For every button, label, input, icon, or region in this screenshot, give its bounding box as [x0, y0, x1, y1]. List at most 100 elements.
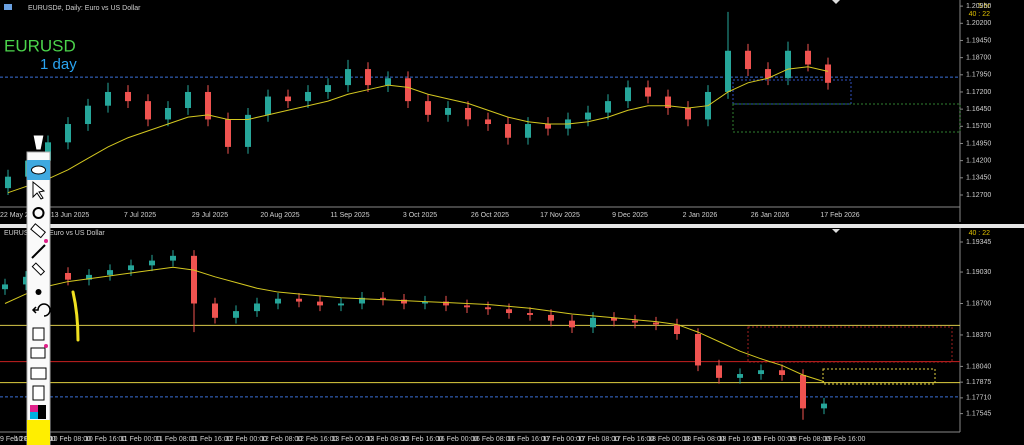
candle-body — [765, 69, 771, 79]
eye-icon — [31, 165, 46, 175]
marker-tool[interactable] — [31, 262, 46, 276]
y-tick-label: 1.19345 — [966, 239, 991, 246]
candle-body — [445, 107, 451, 115]
candle-body — [645, 87, 651, 97]
candle-body — [205, 91, 211, 120]
candle-body — [425, 101, 431, 115]
candle-body — [86, 274, 92, 280]
candle-body — [65, 124, 71, 143]
candle-body — [785, 50, 791, 79]
color-swatch[interactable] — [38, 405, 46, 412]
y-tick-label: 1.16450 — [966, 106, 991, 113]
candle-body — [149, 260, 155, 266]
candle-body — [275, 298, 281, 304]
y-tick-label: 1.20950 — [966, 3, 991, 10]
x-tick-label: 17 Feb 08:00 — [578, 436, 619, 443]
x-tick-label: 17 Feb 16:00 — [613, 436, 654, 443]
bottom-title: EURUSD#, ... Euro vs US Dollar — [4, 230, 105, 237]
candle-body — [653, 322, 659, 325]
line-tool[interactable] — [31, 244, 46, 259]
window-icon — [4, 4, 12, 10]
x-tick-label: 13 Feb 08:00 — [367, 436, 408, 443]
candle-body — [758, 370, 764, 375]
y-tick-label: 1.12700 — [966, 192, 991, 199]
drawn-rectangle — [732, 103, 961, 133]
y-tick-label: 1.17950 — [966, 72, 991, 79]
x-tick-label: 16 Feb 08:00 — [472, 436, 513, 443]
candle-body — [285, 96, 291, 102]
color-swatch[interactable] — [30, 405, 38, 412]
x-tick-label: 11 Feb 16:00 — [191, 436, 232, 443]
y-tick-label: 1.19030 — [966, 269, 991, 276]
candle-body — [107, 270, 113, 275]
toolbar — [26, 134, 51, 445]
scroll-marker — [832, 229, 840, 233]
cursor-tool[interactable] — [32, 180, 46, 200]
candle-body — [805, 50, 811, 65]
candle-body — [745, 50, 751, 70]
candle-body — [545, 124, 551, 129]
x-tick-label: 13 Feb 00:00 — [331, 436, 372, 443]
candle-body — [548, 314, 554, 321]
candle-body — [465, 107, 471, 120]
y-tick-label: 1.20200 — [966, 20, 991, 27]
candle-body — [212, 303, 218, 318]
current-color[interactable] — [27, 420, 50, 445]
x-tick-label: 7 Jul 2025 — [124, 212, 156, 219]
x-tick-label: 12 Feb 00:00 — [226, 436, 267, 443]
x-tick-label: 11 Sep 2025 — [330, 212, 369, 219]
color-swatch[interactable] — [30, 412, 38, 419]
candle-body — [505, 124, 511, 138]
eraser-tool[interactable] — [30, 223, 46, 239]
color-swatch[interactable] — [38, 412, 46, 419]
pen-icon[interactable] — [32, 134, 45, 151]
candle-body — [405, 78, 411, 102]
y-tick-label: 1.17875 — [966, 379, 991, 386]
candle-body — [23, 276, 29, 285]
screenshot-tool[interactable] — [30, 367, 47, 380]
candle-body — [800, 374, 806, 409]
x-tick-label: 13 Feb 16:00 — [402, 436, 443, 443]
candle-body — [233, 311, 239, 318]
candle-body — [2, 284, 8, 290]
x-tick-label: 12 Feb 08:00 — [261, 436, 302, 443]
clipboard-tool[interactable] — [32, 385, 45, 401]
candle-body — [45, 142, 51, 161]
candle-body — [665, 96, 671, 108]
candle-body — [191, 255, 197, 304]
x-tick-label: 20 Aug 2025 — [260, 212, 299, 219]
x-tick-label: 26 Jan 2026 — [751, 212, 790, 219]
x-tick-label: 18 Feb 08:00 — [683, 436, 724, 443]
x-tick-label: 9 Feb 2026 — [0, 436, 36, 443]
candle-body — [65, 272, 71, 280]
y-tick-label: 1.18700 — [966, 300, 991, 307]
x-tick-label: 10 Feb 08:00 — [50, 436, 91, 443]
candle-body — [265, 96, 271, 115]
x-tick-label: 9 Dec 2025 — [612, 212, 648, 219]
candle-body — [5, 176, 11, 189]
settings-tool[interactable] — [32, 207, 45, 219]
candle-body — [443, 301, 449, 306]
delete-tool[interactable] — [32, 327, 45, 341]
symbol-label: EURUSD — [4, 36, 76, 55]
candle-body — [569, 320, 575, 328]
candle-body — [185, 91, 191, 108]
x-tick-label: 29 Jul 2025 — [192, 212, 228, 219]
candle-body — [779, 370, 785, 375]
x-tick-label: 3 Oct 2025 — [403, 212, 437, 219]
plots: 1.20950 1.20200 1.19450 1.18700 1.17950 1.172… — [0, 3, 991, 443]
badge — [44, 239, 48, 243]
y-tick-label: 1.18040 — [966, 363, 991, 370]
candle-body — [605, 101, 611, 113]
x-tick-label: 10 Feb 16:00 — [85, 436, 126, 443]
y-tick-label: 1.18700 — [966, 54, 991, 61]
candle-body — [632, 320, 638, 323]
x-tick-label: 16 Feb 00:00 — [437, 436, 478, 443]
y-tick-label: 1.18370 — [966, 332, 991, 339]
undo-tool[interactable] — [31, 303, 51, 317]
dot-tool[interactable] — [35, 289, 42, 295]
y-tick-label: 1.17200 — [966, 89, 991, 96]
export-tool[interactable] — [30, 347, 46, 359]
candle-body — [685, 107, 691, 120]
